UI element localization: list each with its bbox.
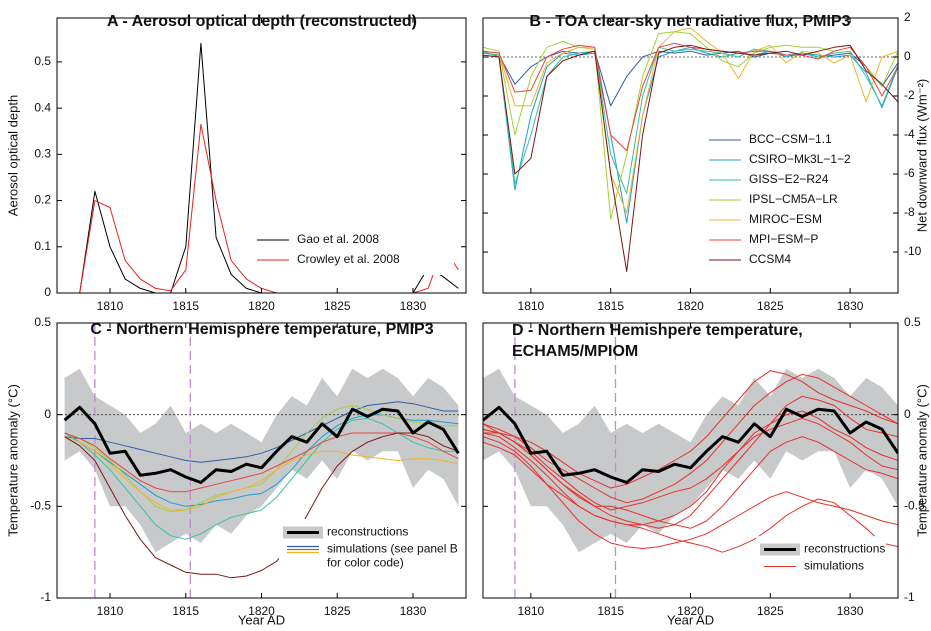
- series-line: [483, 42, 898, 152]
- series-line: [64, 432, 459, 579]
- legend-box: [756, 536, 886, 580]
- x-tick-label: 1830: [400, 604, 427, 618]
- y-tick-label: -0.5: [30, 499, 51, 513]
- y-tick-label: 0.2: [34, 193, 51, 207]
- series-line: [483, 27, 898, 214]
- simulation-line: [483, 436, 898, 549]
- x-tick-label: 1830: [400, 299, 427, 313]
- simulation-line: [483, 410, 898, 522]
- x-tick-label: 1810: [518, 299, 545, 313]
- x-tick-label: 1820: [677, 604, 704, 618]
- x-tick-label: 1815: [597, 299, 624, 313]
- legend-label: MIROC−ESM: [749, 212, 822, 226]
- chart-title: B - TOA clear-sky net radiative flux, PM…: [530, 13, 851, 30]
- y-tick-label: -6: [904, 166, 915, 180]
- chart-title: A - Aerosol optical depth (reconstructed…: [107, 13, 417, 30]
- series-line: [483, 46, 898, 194]
- y-axis-label: Temperature anomaly (°C): [5, 384, 20, 537]
- x-tick-label: 1810: [97, 299, 124, 313]
- y-tick-label: 0.1: [34, 239, 51, 253]
- legend-label: simulations (see panel B: [327, 542, 458, 556]
- series-line: [483, 31, 898, 220]
- x-tick-label: 1820: [677, 299, 704, 313]
- y-axis-label: Net downward flux (Wm⁻²): [914, 79, 929, 233]
- y-tick-label: 0.5: [904, 315, 921, 329]
- y-tick-label: 0: [44, 407, 51, 421]
- y-tick-label: -8: [904, 205, 915, 219]
- simulation-line: [483, 417, 898, 511]
- legend-label: CSIRO−Mk3L−1−2: [749, 152, 851, 166]
- x-tick-label: 1815: [172, 604, 199, 618]
- series-line: [79, 42, 459, 293]
- y-tick-label: 0.4: [34, 100, 51, 114]
- series-line: [79, 123, 459, 293]
- series-line: [64, 417, 459, 540]
- legend-box: [249, 225, 454, 275]
- y-tick-label: -1: [40, 590, 51, 604]
- y-tick-label: -4: [904, 127, 915, 141]
- legend-label: Crowley et al. 2008: [297, 252, 400, 266]
- x-tick-label: 1830: [837, 604, 864, 618]
- x-tick-label: 1830: [837, 299, 864, 313]
- uncertainty-band: [483, 368, 898, 553]
- simulation-line: [483, 370, 898, 489]
- series-line: [483, 44, 898, 272]
- y-tick-label: -0.5: [904, 499, 925, 513]
- legend-label: CCSM4: [749, 252, 791, 266]
- series-line: [64, 401, 459, 463]
- plot-area: [483, 323, 898, 598]
- y-tick-label: -1: [904, 590, 915, 604]
- y-tick-label: -2: [904, 88, 915, 102]
- legend-label: BCC−CSM−1.1: [749, 132, 832, 146]
- x-tick-label: 1825: [757, 604, 784, 618]
- series-line: [64, 436, 459, 511]
- legend-label: Gao et al. 2008: [297, 232, 379, 246]
- simulation-line: [483, 373, 898, 504]
- simulation-line: [483, 432, 898, 529]
- y-axis-label: Temperature anomaly (°C): [914, 384, 929, 537]
- legend-label: GISS−E2−R24: [749, 172, 829, 186]
- y-tick-label: -10: [904, 244, 922, 258]
- chart-title: C - Northern Hemisphere temperature, PMI…: [90, 321, 433, 338]
- y-tick-label: 0.5: [34, 54, 51, 68]
- x-tick-label: 1815: [597, 604, 624, 618]
- y-tick-label: 2: [904, 10, 911, 24]
- y-axis-label: Aerosol optical depth: [5, 95, 20, 216]
- x-axis-label: Year AD: [238, 612, 285, 627]
- x-tick-label: 1825: [324, 299, 351, 313]
- y-tick-label: 0.5: [34, 315, 51, 329]
- x-tick-label: 1820: [248, 604, 275, 618]
- reconstruction-line: [63, 405, 460, 484]
- x-tick-label: 1820: [248, 299, 275, 313]
- x-tick-label: 1815: [172, 299, 199, 313]
- x-tick-label: 1825: [757, 299, 784, 313]
- x-tick-label: 1810: [97, 604, 124, 618]
- y-tick-label: 0: [44, 285, 51, 299]
- legend-label: simulations: [804, 559, 864, 573]
- series-line: [483, 50, 898, 107]
- legend-label: MPI−ESM−P: [749, 232, 818, 246]
- y-tick-label: 0: [904, 407, 911, 421]
- y-tick-label: 0.3: [34, 147, 51, 161]
- x-tick-label: 1825: [324, 604, 351, 618]
- legend-label: IPSL−CM5A−LR: [749, 192, 838, 206]
- chart-title: D - Northern Hemishpere temperature,: [512, 322, 803, 339]
- x-axis-label: Year AD: [667, 612, 714, 627]
- chart-title: ECHAM5/MPIOM: [512, 343, 638, 360]
- series-line: [64, 432, 459, 493]
- legend-label: reconstructions: [804, 542, 885, 556]
- legend-label: for color code): [327, 556, 404, 570]
- y-tick-label: 0: [904, 49, 911, 63]
- x-tick-label: 1810: [518, 604, 545, 618]
- reconstruction-line: [483, 405, 898, 484]
- legend-label: reconstructions: [327, 525, 408, 539]
- simulation-line: [483, 441, 898, 553]
- series-line: [64, 405, 459, 513]
